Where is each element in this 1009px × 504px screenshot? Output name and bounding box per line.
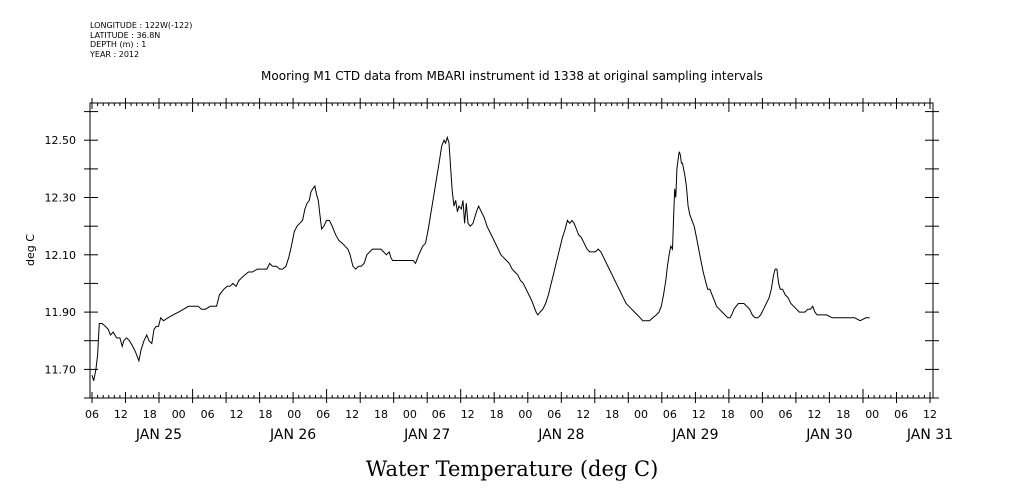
x-hour-label: 12 — [230, 408, 244, 421]
x-hour-label: 12 — [923, 408, 937, 421]
y-tick-label: 12.50 — [45, 134, 77, 147]
latitude-label: LATITUDE : 36.8N — [90, 30, 161, 40]
y-tick-label: 11.90 — [45, 306, 77, 319]
x-hour-label: 12 — [576, 408, 590, 421]
metadata-block: LONGITUDE : 122W(-122) LATITUDE : 36.8N … — [90, 21, 192, 59]
x-hour-label: 00 — [750, 408, 764, 421]
x-hour-label: 00 — [634, 408, 648, 421]
x-hour-label: 06 — [663, 408, 677, 421]
depth-label: DEPTH (m) : 1 — [90, 40, 147, 50]
x-day-label: JAN 26 — [269, 427, 316, 443]
x-hour-label: 06 — [547, 408, 561, 421]
x-hour-label: 18 — [258, 408, 272, 421]
hour-labels: 06 12 18 00 06 12 18 00 06 12 18 00 06 12 18 00 06 12 18 00… — [85, 408, 937, 421]
x-day-label: JAN 30 — [805, 427, 852, 443]
y-ticks — [84, 111, 939, 399]
x-hour-label: 18 — [836, 408, 850, 421]
x-hour-label: 12 — [114, 408, 128, 421]
x-hour-label: 12 — [461, 408, 475, 421]
day-labels: JAN 25 JAN 26 JAN 27 JAN 28 JAN 29 JAN 30 JAN … — [135, 427, 953, 443]
chart-title: Mooring M1 CTD data from MBARI instrumen… — [261, 69, 763, 83]
x-hour-label: 12 — [692, 408, 706, 421]
x-hour-label: 18 — [605, 408, 619, 421]
x-hour-label: 00 — [518, 408, 532, 421]
x-axis-label: Water Temperature (deg C) — [366, 457, 659, 481]
x-hour-label: 06 — [894, 408, 908, 421]
x-hour-label: 00 — [865, 408, 879, 421]
year-label: YEAR : 2012 — [90, 49, 140, 59]
x-hour-label: 06 — [432, 408, 446, 421]
x-hour-label: 18 — [374, 408, 388, 421]
x-day-label: JAN 27 — [403, 427, 450, 443]
x-hour-label: 00 — [172, 408, 186, 421]
x-day-label: JAN 28 — [537, 427, 584, 443]
y-tick-label: 11.70 — [45, 363, 77, 376]
x-day-label: JAN 31 — [906, 427, 953, 443]
x-hour-label: 06 — [85, 408, 99, 421]
x-hour-label: 00 — [287, 408, 301, 421]
plot-frame — [89, 102, 934, 399]
x-hour-label: 12 — [807, 408, 821, 421]
x-hour-label: 06 — [316, 408, 330, 421]
y-tick-label: 12.30 — [45, 192, 77, 205]
x-hour-label: 00 — [403, 408, 417, 421]
x-day-label: JAN 29 — [671, 427, 718, 443]
y-labels: 11.70 11.90 12.10 12.30 12.50 — [45, 134, 77, 376]
x-hour-label: 06 — [201, 408, 215, 421]
x-hour-label: 18 — [143, 408, 157, 421]
longitude-label: LONGITUDE : 122W(-122) — [90, 21, 193, 30]
x-day-label: JAN 25 — [135, 427, 182, 443]
x-hour-label: 12 — [345, 408, 359, 421]
y-axis-label: deg C — [24, 234, 37, 266]
temperature-series-line — [91, 135, 870, 381]
x-hour-label: 18 — [721, 408, 735, 421]
x-hour-label: 06 — [779, 408, 793, 421]
x-ticks — [91, 98, 931, 403]
x-hour-label: 18 — [490, 408, 504, 421]
y-tick-label: 12.10 — [45, 249, 77, 262]
